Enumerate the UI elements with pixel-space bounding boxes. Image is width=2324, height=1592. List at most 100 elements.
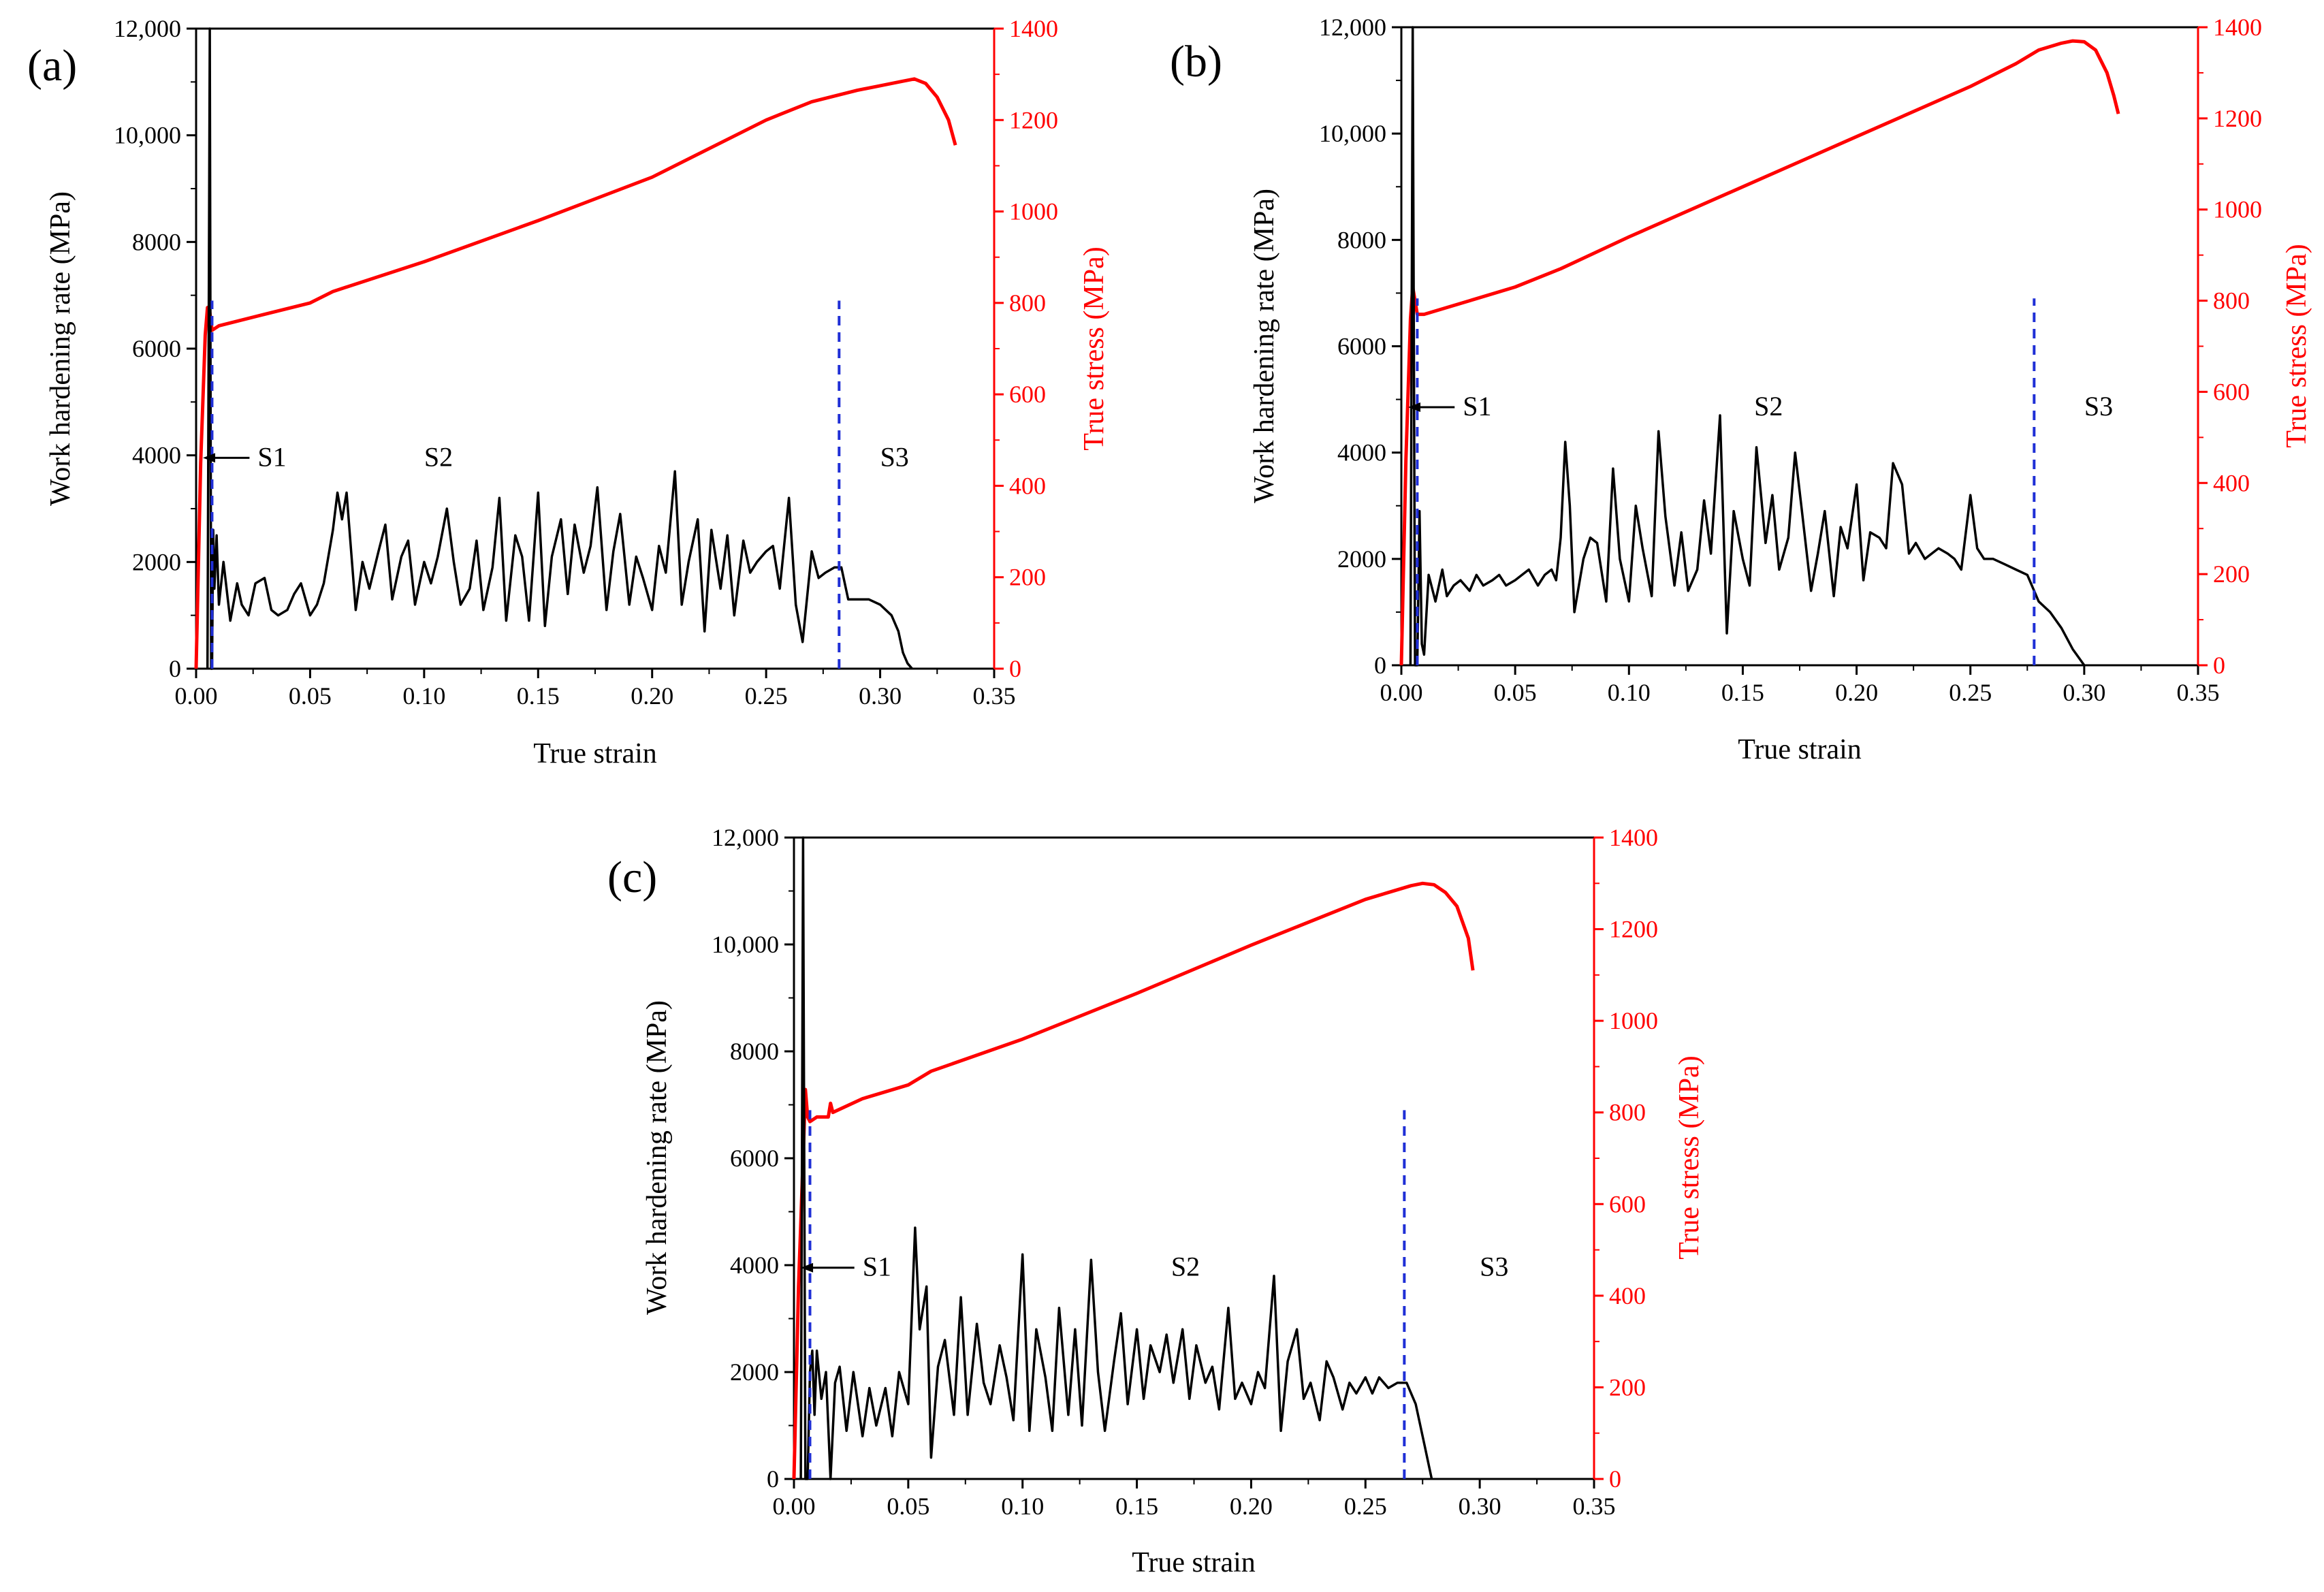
- panel-b-work-hardening-line: [1409, 26, 2086, 667]
- panel-a-x-tick-label: 0.30: [859, 682, 902, 710]
- panel-b-stage-label-s2: S2: [1754, 391, 1783, 421]
- panel-b-right-tick-label: 1000: [2213, 196, 2262, 223]
- panel-c-right-tick-label: 400: [1609, 1282, 1646, 1309]
- panel-c-left-axis-title: Work hardening rate (MPa): [641, 1000, 673, 1315]
- panel-c-left-tick-label: 8000: [730, 1038, 779, 1065]
- panel-a-s1-arrowhead: [203, 453, 216, 463]
- panel-c-x-tick-label: 0.00: [773, 1493, 816, 1520]
- panel-a-right-tick-label: 400: [1009, 472, 1046, 499]
- panel-a-stage-label-s2: S2: [424, 441, 453, 472]
- panel-a-left-axis-title: Work hardening rate (MPa): [45, 191, 76, 506]
- panel-a-right-tick-label: 0: [1009, 655, 1021, 682]
- panel-c-left-tick-label: 4000: [730, 1252, 779, 1279]
- panel-b-right-tick-label: 800: [2213, 287, 2250, 315]
- panel-c-left-tick-label: 6000: [730, 1145, 779, 1172]
- panel-c-x-axis-title: True strain: [1132, 1547, 1256, 1578]
- panel-c-stage-label-s2: S2: [1171, 1252, 1200, 1282]
- panel-b-right-tick-label: 1400: [2213, 14, 2262, 41]
- panel-a-left-tick-label: 12,000: [114, 15, 181, 42]
- panel-a-right-axis-title: True stress (MPa): [1079, 246, 1110, 450]
- panel-c-label: (c): [607, 853, 657, 902]
- panel-a-right-tick-label: 1000: [1009, 198, 1058, 225]
- panel-b-x-tick-label: 0.05: [1494, 679, 1537, 706]
- panel-a-left-tick-label: 4000: [132, 442, 181, 469]
- panel-a-right-tick-label: 800: [1009, 289, 1046, 317]
- panel-a-work-hardening-line: [206, 27, 913, 670]
- panel-a-right-tick-label: 1400: [1009, 15, 1058, 42]
- panel-b-s1-arrowhead: [1408, 402, 1421, 413]
- panel-b-x-tick-label: 0.25: [1949, 679, 1992, 706]
- panel-b-x-axis-title: True strain: [1738, 734, 1862, 765]
- panel-c: (c) True strain Work hardening rate (MPa…: [607, 824, 1705, 1578]
- panel-c-s1-arrowhead: [801, 1262, 814, 1273]
- panel-c-left-tick-label: 0: [767, 1465, 779, 1493]
- panel-a-x-tick-label: 0.35: [973, 682, 1016, 710]
- panel-a-x-tick-label: 0.10: [402, 682, 445, 710]
- panel-a-left-tick-label: 6000: [132, 335, 181, 362]
- panel-a-x-tick-label: 0.05: [289, 682, 332, 710]
- panel-b-true-stress-line: [1399, 39, 2120, 666]
- panel-b-x-tick-label: 0.10: [1608, 679, 1651, 706]
- panel-c-stage-label-s3: S3: [1480, 1252, 1508, 1282]
- panel-c-right-tick-label: 1200: [1609, 916, 1658, 943]
- panel-b-right-tick-label: 1200: [2213, 105, 2262, 132]
- panel-c-x-tick-label: 0.30: [1459, 1493, 1501, 1520]
- panel-c-left-tick-label: 2000: [730, 1358, 779, 1386]
- panel-c-work-hardening-line: [799, 836, 1433, 1480]
- panel-c-x-tick-label: 0.10: [1001, 1493, 1044, 1520]
- panel-b-left-tick-label: 4000: [1337, 439, 1386, 466]
- panel-b-x-tick-label: 0.00: [1380, 679, 1423, 706]
- panel-c-right-tick-label: 800: [1609, 1099, 1646, 1126]
- panel-b-left-tick-label: 12,000: [1319, 14, 1386, 41]
- panel-b-left-tick-label: 2000: [1337, 545, 1386, 573]
- panel-c-right-tick-label: 1400: [1609, 824, 1658, 851]
- panel-a-x-tick-label: 0.15: [517, 682, 560, 710]
- panel-a-left-tick-label: 10,000: [114, 122, 181, 149]
- panel-b-label: (b): [1170, 37, 1222, 86]
- panel-c-stage-label-s1: S1: [863, 1252, 891, 1282]
- panel-b-right-axis-title: True stress (MPa): [2281, 244, 2312, 447]
- panel-a-stage-label-s1: S1: [257, 441, 286, 472]
- panel-a: (a) True strain Work hardening rate (MPa…: [27, 15, 1110, 769]
- panel-b-left-axis-title: Work hardening rate (MPa): [1249, 189, 1280, 503]
- panel-b-left-tick-label: 8000: [1337, 226, 1386, 253]
- panel-b-x-tick-label: 0.15: [1721, 679, 1764, 706]
- panel-c-x-tick-label: 0.25: [1344, 1493, 1387, 1520]
- panel-b: (b) True strain Work hardening rate (MPa…: [1170, 14, 2312, 765]
- panel-c-x-tick-label: 0.20: [1230, 1493, 1273, 1520]
- panel-a-left-tick-label: 8000: [132, 228, 181, 255]
- panel-b-left-tick-label: 6000: [1337, 333, 1386, 360]
- panel-a-true-stress-line: [194, 77, 957, 669]
- panel-c-right-tick-label: 200: [1609, 1373, 1646, 1401]
- panel-a-label: (a): [27, 41, 77, 91]
- panel-a-x-tick-label: 0.25: [745, 682, 788, 710]
- panel-c-true-stress-line: [792, 881, 1475, 1480]
- panel-c-x-tick-label: 0.35: [1573, 1493, 1616, 1520]
- panel-b-stage-label-s3: S3: [2084, 391, 2113, 421]
- panel-a-right-tick-label: 600: [1009, 381, 1046, 408]
- panel-b-right-tick-label: 400: [2213, 469, 2250, 496]
- panel-c-right-tick-label: 600: [1609, 1190, 1646, 1217]
- panel-b-left-tick-label: 0: [1374, 652, 1386, 679]
- panel-a-right-tick-label: 1200: [1009, 106, 1058, 133]
- panel-c-x-tick-label: 0.15: [1115, 1493, 1158, 1520]
- panel-c-right-axis-title: True stress (MPa): [1674, 1055, 1705, 1259]
- panel-a-right-tick-label: 200: [1009, 564, 1046, 591]
- panel-b-x-tick-label: 0.35: [2177, 679, 2220, 706]
- panel-c-left-tick-label: 10,000: [712, 931, 779, 958]
- panel-c-x-tick-label: 0.05: [887, 1493, 929, 1520]
- panel-a-x-axis-title: True strain: [533, 738, 657, 769]
- panel-b-right-tick-label: 600: [2213, 378, 2250, 405]
- panel-b-x-tick-label: 0.20: [1835, 679, 1878, 706]
- panel-b-x-tick-label: 0.30: [2063, 679, 2105, 706]
- panel-a-stage-label-s3: S3: [880, 441, 909, 472]
- panel-a-x-tick-label: 0.00: [175, 682, 218, 710]
- panel-b-right-tick-label: 200: [2213, 560, 2250, 588]
- panel-c-right-tick-label: 0: [1609, 1465, 1621, 1493]
- panel-b-stage-label-s1: S1: [1463, 391, 1491, 421]
- panel-a-x-tick-label: 0.20: [631, 682, 673, 710]
- panel-c-left-tick-label: 12,000: [712, 824, 779, 851]
- panel-b-right-tick-label: 0: [2213, 652, 2225, 679]
- panel-b-left-tick-label: 10,000: [1319, 120, 1386, 147]
